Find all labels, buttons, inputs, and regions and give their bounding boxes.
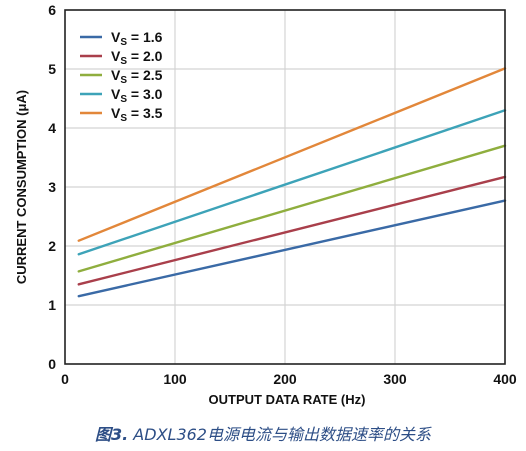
x-axis-title: OUTPUT DATA RATE (Hz) (209, 392, 366, 407)
y-tick-label: 2 (48, 238, 56, 254)
series-line-v-s-2-0 (77, 175, 507, 286)
legend-label: VS = 3.0 (111, 86, 163, 105)
axes: 0 100 200 300 400 0 1 2 3 4 5 6 (48, 2, 517, 387)
y-tick-label: 4 (48, 120, 56, 136)
legend-label: VS = 2.5 (111, 67, 163, 86)
y-tick-label: 3 (48, 179, 56, 195)
series-line-v-s-1-6 (77, 199, 507, 298)
y-tick-label: 6 (48, 2, 56, 18)
series-line-v-s-3-0 (77, 109, 507, 256)
x-tick-label: 200 (273, 371, 297, 387)
figure-caption: 图3. ADXL362电源电流与输出数据速率的关系 (0, 421, 526, 445)
x-tick-label: 300 (383, 371, 407, 387)
y-tick-label: 5 (48, 61, 56, 77)
legend-label: VS = 2.0 (111, 48, 163, 67)
x-tick-label: 100 (163, 371, 187, 387)
series-line-v-s-2-5 (77, 144, 507, 273)
plot-frame (64, 9, 506, 365)
series-lines (77, 67, 507, 298)
legend-label: VS = 3.5 (111, 105, 163, 124)
y-tick-label: 0 (48, 356, 56, 372)
x-tick-label: 400 (493, 371, 517, 387)
x-tick-label: 0 (61, 371, 69, 387)
figure-caption-label: 图3. (95, 425, 129, 444)
legend-label: VS = 1.6 (111, 29, 163, 48)
figure-caption-text: ADXL362电源电流与输出数据速率的关系 (128, 425, 431, 444)
y-axis-title: CURRENT CONSUMPTION (μA) (14, 90, 29, 284)
legend: VS = 1.6VS = 2.0VS = 2.5VS = 3.0VS = 3.5 (80, 29, 163, 124)
series-line-v-s-3-5 (77, 67, 507, 242)
y-tick-label: 1 (48, 297, 56, 313)
